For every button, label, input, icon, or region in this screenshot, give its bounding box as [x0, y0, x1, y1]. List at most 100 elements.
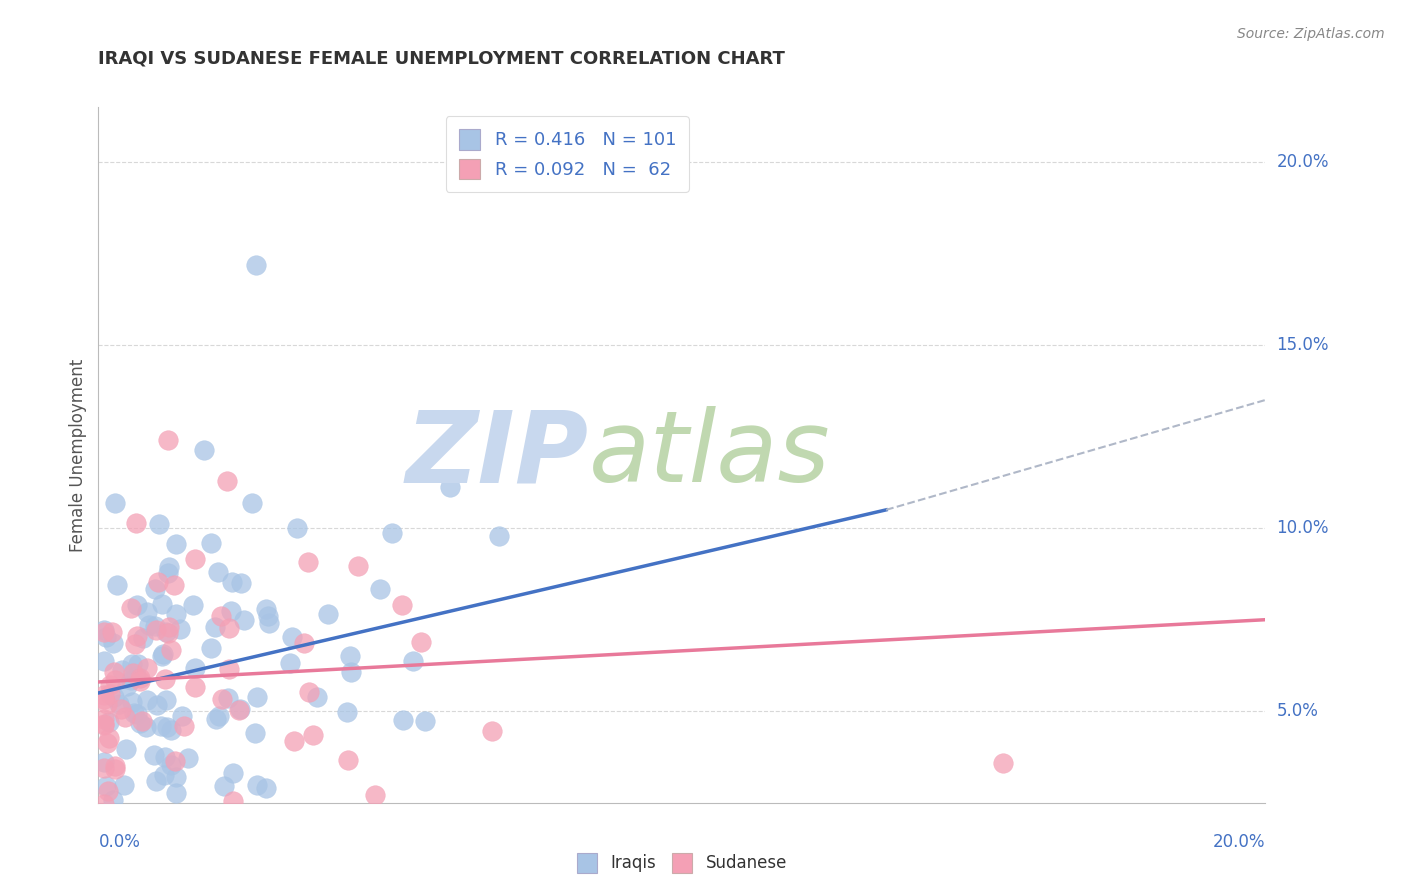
- Point: [292, 635, 315, 649]
- Point: [103, 690, 125, 704]
- Text: 10.0%: 10.0%: [1277, 519, 1329, 537]
- Point: [240, 496, 263, 510]
- Point: [150, 597, 173, 611]
- Point: [98, 678, 121, 692]
- Point: [165, 536, 187, 550]
- Point: [112, 778, 135, 792]
- Point: [153, 672, 176, 686]
- Point: [246, 690, 269, 704]
- Point: [177, 751, 200, 765]
- Point: [155, 719, 177, 733]
- Text: 5.0%: 5.0%: [1277, 702, 1319, 720]
- Point: [215, 474, 238, 488]
- Point: [991, 756, 1014, 770]
- Point: [221, 574, 243, 589]
- Point: [104, 762, 127, 776]
- Point: [173, 719, 195, 733]
- Point: [218, 621, 240, 635]
- Point: [193, 442, 215, 457]
- Point: [124, 637, 146, 651]
- Point: [148, 517, 170, 532]
- Point: [336, 753, 359, 767]
- Point: [135, 721, 157, 735]
- Point: [156, 626, 179, 640]
- Point: [125, 629, 148, 643]
- Point: [364, 788, 387, 802]
- Point: [121, 657, 143, 672]
- Point: [204, 620, 226, 634]
- Point: [200, 640, 222, 655]
- Point: [181, 598, 204, 612]
- Point: [93, 654, 115, 668]
- Point: [128, 715, 150, 730]
- Text: 20.0%: 20.0%: [1213, 833, 1265, 851]
- Point: [233, 613, 256, 627]
- Point: [169, 622, 191, 636]
- Point: [125, 669, 148, 683]
- Point: [98, 686, 121, 700]
- Point: [93, 823, 115, 838]
- Point: [409, 635, 432, 649]
- Text: Source: ZipAtlas.com: Source: ZipAtlas.com: [1237, 27, 1385, 41]
- Point: [136, 605, 159, 619]
- Y-axis label: Female Unemployment: Female Unemployment: [69, 359, 87, 551]
- Point: [103, 792, 125, 806]
- Point: [481, 724, 503, 739]
- Point: [297, 555, 319, 569]
- Point: [281, 630, 304, 644]
- Point: [104, 496, 127, 510]
- Point: [222, 794, 245, 808]
- Point: [97, 731, 120, 746]
- Point: [160, 642, 183, 657]
- Point: [152, 859, 174, 873]
- Point: [124, 516, 146, 531]
- Point: [153, 749, 176, 764]
- Point: [115, 679, 138, 693]
- Legend: Iraqis, Sudanese: Iraqis, Sudanese: [569, 847, 794, 880]
- Point: [368, 582, 391, 596]
- Point: [165, 607, 187, 621]
- Point: [93, 717, 115, 731]
- Point: [131, 631, 153, 645]
- Point: [101, 625, 124, 640]
- Legend: R = 0.416   N = 101, R = 0.092   N =  62: R = 0.416 N = 101, R = 0.092 N = 62: [446, 116, 689, 192]
- Point: [207, 565, 229, 579]
- Point: [101, 636, 124, 650]
- Point: [93, 624, 115, 639]
- Point: [93, 689, 115, 703]
- Point: [93, 712, 115, 726]
- Text: ZIP: ZIP: [405, 407, 589, 503]
- Point: [170, 709, 193, 723]
- Point: [157, 434, 180, 448]
- Point: [146, 574, 169, 589]
- Point: [256, 609, 278, 624]
- Point: [96, 877, 118, 891]
- Point: [121, 695, 143, 709]
- Point: [219, 604, 242, 618]
- Point: [97, 784, 120, 798]
- Point: [143, 618, 166, 632]
- Point: [165, 755, 187, 769]
- Point: [340, 665, 363, 679]
- Point: [259, 615, 281, 630]
- Point: [104, 673, 127, 687]
- Point: [107, 577, 129, 591]
- Text: IRAQI VS SUDANESE FEMALE UNEMPLOYMENT CORRELATION CHART: IRAQI VS SUDANESE FEMALE UNEMPLOYMENT CO…: [98, 49, 786, 67]
- Point: [104, 759, 127, 773]
- Point: [245, 258, 267, 272]
- Point: [145, 623, 167, 637]
- Point: [222, 766, 245, 780]
- Point: [209, 609, 232, 624]
- Point: [96, 697, 118, 711]
- Point: [402, 655, 425, 669]
- Point: [283, 733, 305, 747]
- Point: [149, 718, 172, 732]
- Point: [152, 768, 174, 782]
- Point: [127, 707, 149, 722]
- Point: [93, 797, 115, 812]
- Point: [155, 625, 177, 640]
- Point: [111, 663, 134, 677]
- Point: [205, 712, 228, 726]
- Point: [127, 598, 149, 612]
- Point: [217, 691, 239, 706]
